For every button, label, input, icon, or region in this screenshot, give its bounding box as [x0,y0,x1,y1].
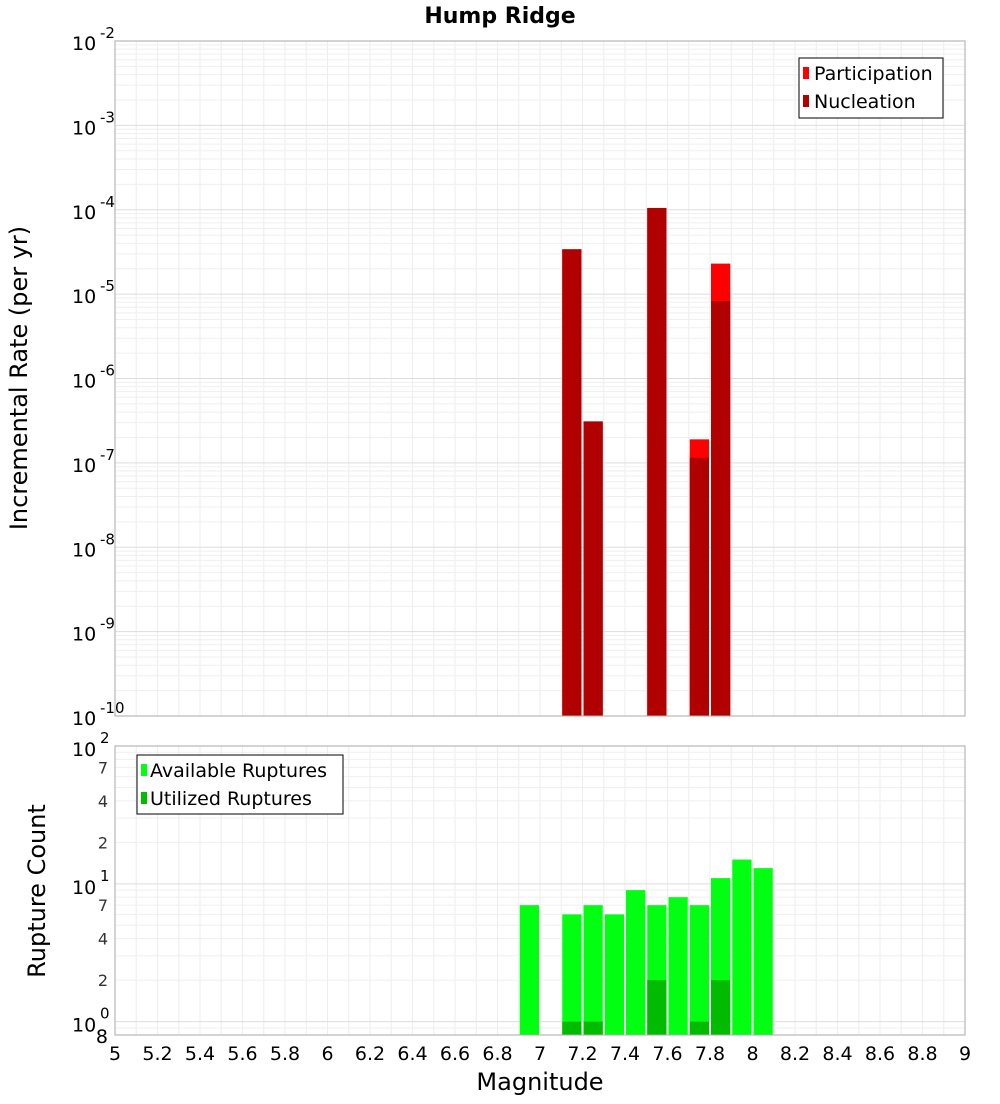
top-y-tick-exponent: -7 [100,446,115,464]
bottom-y-minor-tick-label: 4 [98,792,108,811]
available-ruptures-bar [668,897,688,1035]
x-axis-label: Magnitude [476,1068,603,1096]
top-y-tick-label: 10 [72,708,96,730]
x-tick-label: 7.4 [610,1043,640,1065]
top-y-tick-exponent: -2 [100,24,115,42]
bottom-y-tick-label: 10 [72,739,96,761]
x-tick-label: 5.6 [227,1043,257,1065]
bottom-y-tick-label: 10 [72,877,96,899]
x-tick-label: 6 [321,1043,333,1065]
available-ruptures-bar [562,914,582,1035]
available-ruptures-bar [519,905,539,1035]
top-y-tick-label: 10 [72,202,96,224]
top-y-tick-label: 10 [72,117,96,139]
x-tick-label: 5 [109,1043,121,1065]
x-tick-label: 6.2 [355,1043,385,1065]
available-ruptures-bar [626,890,646,1035]
x-tick-label: 8.6 [865,1043,895,1065]
available-ruptures-bar [753,868,773,1035]
top-y-tick-exponent: -6 [100,362,115,380]
bottom-plot-bars [519,859,773,1035]
x-tick-label: 6.4 [397,1043,427,1065]
bottom-y-tick-exponent: 0 [100,1005,110,1023]
top-y-tick-label: 10 [72,286,96,308]
bottom-y-tick-label: 10 [72,1015,96,1037]
nucleation-bar [689,457,709,716]
x-tick-label: 7 [534,1043,546,1065]
top-y-tick-label: 10 [72,539,96,561]
nucleation-bar [711,300,731,716]
bottom-y-minor-tick-label: 2 [98,833,108,852]
x-tick-label: 8.2 [780,1043,810,1065]
top-legend: Participation Nucleation [798,57,944,119]
nucleation-bar [562,249,582,716]
x-tick-label: 5.4 [185,1043,215,1065]
x-axis-ticks: 5 5.2 5.4 5.6 5.8 6 6.2 6.4 6.6 6.8 7 7.2 7.4 7.6 7.8 8… [109,1043,971,1065]
top-y-tick-label: 10 [72,455,96,477]
bottom-legend: Available Ruptures Utilized Ruptures [136,754,344,815]
top-plot-frame [114,40,966,717]
available-ruptures-bar [583,905,603,1035]
x-tick-label: 6.6 [440,1043,470,1065]
legend-swatch-utilized [141,792,147,804]
x-tick-label: 7.6 [652,1043,682,1065]
nucleation-bar [647,207,667,716]
top-y-ticks: 10-210-310-410-510-610-710-810-910-10 [72,24,125,730]
available-ruptures-bar [604,914,624,1035]
bottom-y-tick-exponent: 2 [100,729,110,747]
top-plot-bars [562,207,731,716]
x-tick-label: 5.2 [142,1043,172,1065]
available-ruptures-bar [689,905,709,1035]
x-tick-label: 9 [959,1043,971,1065]
top-y-tick-exponent: -5 [100,277,115,295]
x-tick-label: 7.2 [567,1043,597,1065]
bottom-y-minor-tick-label: 4 [98,930,108,949]
bottom-y-minor-tick-label: 2 [98,971,108,990]
x-tick-label: 5.8 [270,1043,300,1065]
top-y-tick-exponent: -9 [100,615,115,633]
bottom-plot-frame [114,745,966,1036]
chart-title: Hump Ridge [424,4,575,29]
top-y-tick-label: 10 [72,33,96,55]
bottom-y-minor-tick-label: 7 [98,896,108,915]
legend-swatch-participation [803,67,809,79]
top-y-tick-exponent: -8 [100,530,115,548]
top-plot-grid [114,41,966,717]
available-ruptures-bar [732,859,752,1035]
bottom-y-minor-tick-label: 7 [98,758,108,777]
utilized-ruptures-bar [689,1021,709,1035]
x-tick-label: 8.8 [907,1043,937,1065]
legend-label-available: Available Ruptures [150,760,327,782]
top-y-tick-exponent: -3 [100,108,115,126]
bottom-y-minor-tick-label: 8 [96,1026,108,1048]
top-y-tick-label: 10 [72,624,96,646]
legend-label-participation: Participation [814,63,933,85]
top-y-tick-exponent: -10 [100,699,125,717]
x-tick-label: 6.8 [482,1043,512,1065]
x-tick-label: 7.8 [695,1043,725,1065]
top-legend-box [798,57,944,119]
top-y-tick-exponent: -4 [100,193,115,211]
utilized-ruptures-bar [562,1021,582,1035]
bottom-legend-box [136,754,344,815]
nucleation-bar [583,421,603,716]
utilized-ruptures-bar [647,980,667,1035]
legend-swatch-available [141,764,147,776]
bottom-y-axis-label: Rupture Count [23,804,51,978]
legend-label-utilized: Utilized Ruptures [150,788,312,810]
utilized-ruptures-bar [583,1021,603,1035]
utilized-ruptures-bar [711,980,731,1035]
x-tick-label: 8 [746,1043,758,1065]
top-y-axis-label: Incremental Rate (per yr) [5,226,33,530]
legend-label-nucleation: Nucleation [814,91,916,113]
bottom-y-tick-exponent: 1 [100,867,110,885]
legend-swatch-nucleation [803,95,809,107]
top-y-tick-label: 10 [72,371,96,393]
x-tick-label: 8.4 [822,1043,852,1065]
